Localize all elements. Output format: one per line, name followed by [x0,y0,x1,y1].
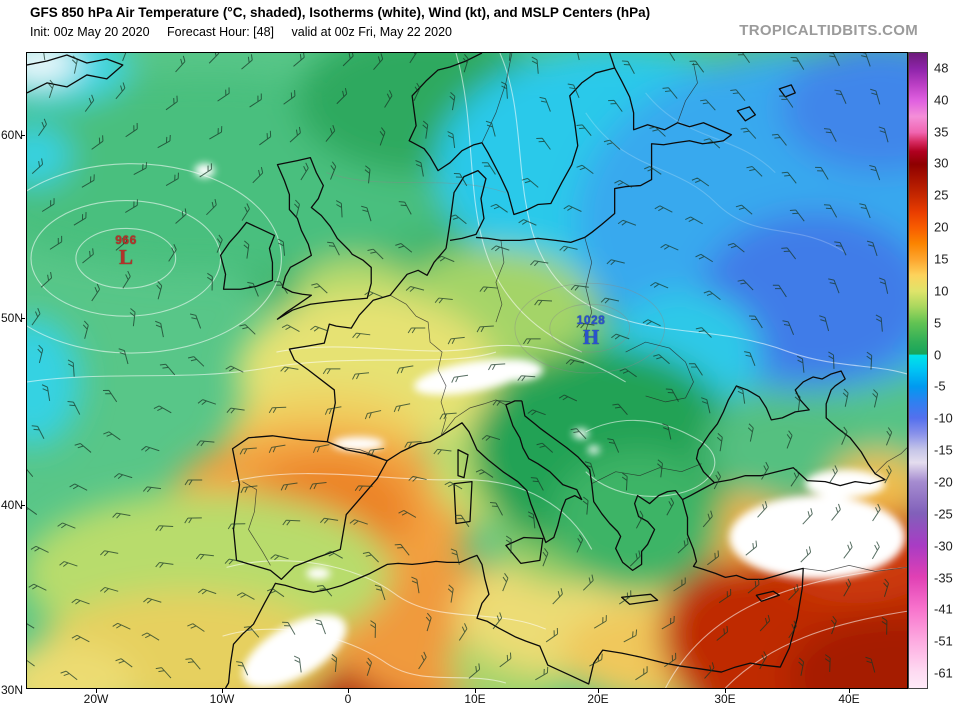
init-line: Init: 00z May 20 2020 Forecast Hour: [48… [30,25,466,39]
country-borders-layer [242,53,907,572]
colorbar-tick: -41 [934,601,953,617]
lon-tick-label: 20W [83,692,109,706]
colorbar-tick: 5 [934,315,942,331]
wind-barbs-layer [27,53,893,681]
temperature-shading-layer [27,53,907,688]
lon-tick-label: 10E [464,692,486,706]
init-time: Init: 00z May 20 2020 [30,25,150,39]
lon-tick-label: 30E [714,692,736,706]
colorbar-tick: 40 [934,92,949,108]
chart-title: GFS 850 hPa Air Temperature (°C, shaded)… [30,5,651,20]
map-canvas[interactable]: 966 L 1028 H [26,52,908,689]
colorbar-tick: 25 [934,187,949,203]
colorbar-tick: -20 [934,474,953,490]
weather-map-svg [27,53,907,688]
colorbar-tick: 15 [934,251,949,267]
lon-tick-label: 0 [344,692,352,706]
colorbar-tick: -61 [934,665,953,681]
colorbar-tick: 10 [934,283,949,299]
lon-tick-label: 10W [209,692,235,706]
forecast-hour: Forecast Hour: [48] [167,25,275,39]
lat-tick-label: 40N [0,498,23,512]
terrain-mask-layer [194,163,906,688]
colorbar-tick: -5 [934,378,946,394]
colorbar-tick: -10 [934,410,953,426]
lat-tick-label: 30N [0,683,23,697]
isotherm-contours-layer [27,53,907,688]
lon-tick-label: 40E [838,692,860,706]
colorbar-tick: 0 [934,347,942,363]
watermark-tropicaltidbits: TROPICALTIDBITS.COM [739,22,918,39]
lon-tick-label: 20E [587,692,609,706]
colorbar-tick: -15 [934,442,953,458]
colorbar-tick: 35 [934,124,949,140]
lat-tick-label: 60N [0,128,23,142]
valid-time: valid at 00z Fri, May 22 2020 [291,25,453,39]
colorbar-tick: 48 [934,60,949,76]
colorbar-tick: -51 [934,633,953,649]
colorbar-tick: 20 [934,219,949,235]
lat-tick-label: 50N [0,311,23,325]
colorbar-labels: 48 40 35 30 25 20 15 10 5 0 -5 -10 -15 -… [934,52,960,689]
colorbar-tick: -35 [934,570,953,586]
colorbar [908,52,928,689]
colorbar-tick: 30 [934,155,949,171]
colorbar-tick: -25 [934,506,953,522]
colorbar-tick: -30 [934,538,953,554]
